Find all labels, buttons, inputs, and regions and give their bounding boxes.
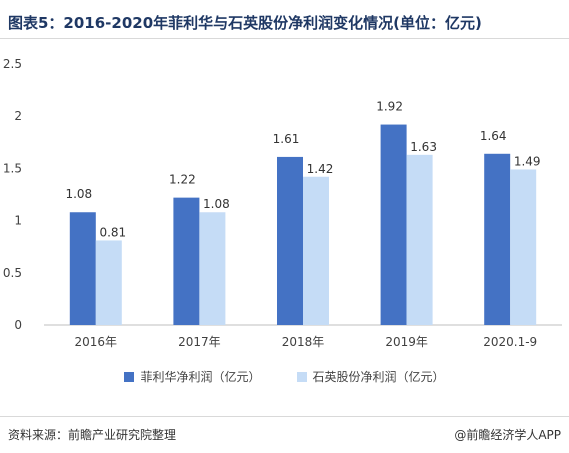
chart-title: 图表5：2016-2020年菲利华与石英股份净利润变化情况(单位：亿元): [8, 14, 482, 32]
legend-label-series-2: 石英股份净利润（亿元）: [312, 370, 445, 384]
bar-series-1-1: [173, 197, 200, 325]
data-label-series-1-1: 1.22: [169, 173, 196, 187]
x-tick-label-1: 2017年: [178, 335, 221, 349]
title-divider: [0, 38, 569, 39]
y-tick-label-5: 2.5: [3, 57, 22, 71]
y-tick-label-0: 0: [14, 318, 22, 332]
bar-series-2-2: [303, 176, 329, 325]
bar-series-2-0: [95, 240, 122, 325]
bar-series-1-0: [69, 212, 96, 325]
x-tick-label-3: 2019年: [385, 335, 428, 349]
data-label-series-1-2: 1.61: [273, 132, 300, 146]
legend-swatch-series-1: [124, 371, 135, 382]
data-label-series-2-1: 1.08: [203, 197, 230, 211]
bar-series-1-3: [380, 124, 407, 325]
legend-swatch-series-2: [296, 371, 307, 382]
chart-legend: 菲利华净利润（亿元） 石英股份净利润（亿元）: [0, 368, 569, 385]
footer-divider: [0, 416, 569, 417]
x-tick-label-0: 2016年: [75, 335, 118, 349]
x-tick-label-2: 2018年: [282, 335, 325, 349]
bar-series-1-2: [277, 156, 303, 325]
x-tick-label-4: 2020.1-9: [483, 335, 537, 349]
bar-series-2-4: [510, 169, 537, 325]
y-tick-label-4: 2: [14, 109, 22, 123]
bar-chart: 0 0.5 1 1.5 2 2.5 1.08 0.81 2016年 1.22 1.08 2017年 1.…: [3, 57, 562, 349]
data-label-series-1-4: 1.64: [480, 129, 507, 143]
data-label-series-1-0: 1.08: [65, 187, 92, 201]
data-label-series-2-0: 0.81: [99, 225, 126, 239]
brand-credit: @前瞻经济学人APP: [454, 428, 561, 442]
y-tick-label-1: 0.5: [3, 266, 22, 280]
bar-series-1-4: [484, 153, 511, 325]
y-tick-label-2: 1: [14, 214, 22, 228]
data-label-series-1-3: 1.92: [376, 100, 403, 114]
bar-series-2-3: [406, 154, 433, 325]
legend-item-series-1: 菲利华净利润（亿元）: [124, 368, 261, 385]
data-label-series-2-3: 1.63: [410, 140, 437, 154]
data-label-series-2-2: 1.42: [307, 162, 334, 176]
legend-item-series-2: 石英股份净利润（亿元）: [296, 368, 445, 385]
source-note: 资料来源：前瞻产业研究院整理: [8, 428, 177, 442]
y-tick-label-3: 1.5: [3, 161, 22, 175]
legend-label-series-1: 菲利华净利润（亿元）: [140, 370, 261, 384]
data-label-series-2-4: 1.49: [514, 154, 541, 168]
bar-series-2-1: [199, 212, 226, 325]
